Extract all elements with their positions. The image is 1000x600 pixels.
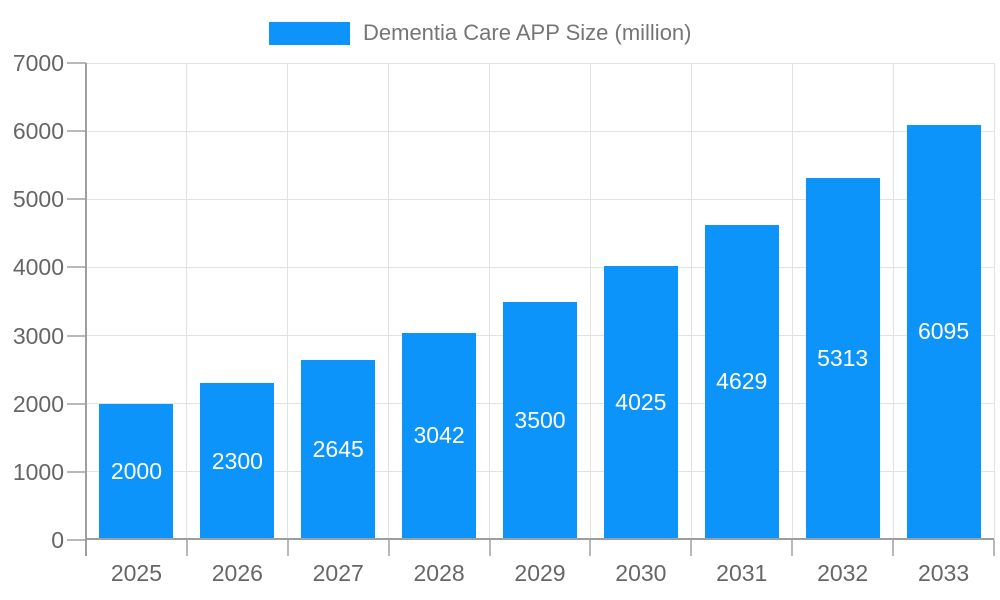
bar-value-label: 2300 <box>211 447 263 474</box>
x-axis-tick <box>791 540 794 556</box>
y-axis-label: 2000 <box>12 390 64 417</box>
gridline-vertical <box>186 63 188 540</box>
gridline-vertical <box>690 63 692 540</box>
bar-2030[interactable] <box>603 265 678 540</box>
gridline-horizontal <box>86 130 994 132</box>
bar-value-label: 6095 <box>917 318 970 345</box>
gridline-vertical <box>791 63 793 540</box>
x-axis-label: 2025 <box>110 560 163 586</box>
x-axis-tick <box>185 540 188 556</box>
bar-value-label: 4629 <box>716 368 768 395</box>
gridline-vertical <box>489 63 491 540</box>
y-axis-label: 3000 <box>12 322 64 349</box>
x-axis-tick <box>993 540 995 556</box>
x-axis-label: 2031 <box>716 560 768 586</box>
gridline-vertical <box>388 63 390 540</box>
y-axis-tick <box>67 198 86 201</box>
x-axis-tick <box>892 540 895 556</box>
bar-2032[interactable] <box>805 177 880 540</box>
x-axis-tick <box>387 540 390 556</box>
bar-2025[interactable] <box>99 403 174 540</box>
y-axis-label: 4000 <box>12 254 64 281</box>
y-axis-tick <box>67 539 86 541</box>
x-axis-label: 2027 <box>312 560 364 586</box>
legend-label: Dementia Care APP Size (million) <box>363 20 692 45</box>
y-axis-tick <box>67 402 86 405</box>
x-axis-label: 2033 <box>917 560 970 586</box>
bar-2027[interactable] <box>301 359 376 540</box>
x-axis-tick <box>488 540 491 556</box>
y-axis-line <box>85 63 87 556</box>
bar-2026[interactable] <box>200 383 275 540</box>
y-axis-tick <box>67 266 86 269</box>
gridline-vertical <box>287 63 289 540</box>
bar-2031[interactable] <box>704 224 779 540</box>
gridline-vertical <box>993 63 995 540</box>
y-axis-label: 0 <box>51 527 64 553</box>
gridline-horizontal <box>86 266 994 268</box>
y-axis-label: 5000 <box>12 186 64 213</box>
x-axis-label: 2030 <box>615 560 667 586</box>
legend-swatch <box>269 21 350 45</box>
bar-value-label: 2000 <box>110 457 163 484</box>
x-axis-tick <box>286 540 289 556</box>
x-axis-tick <box>690 540 693 556</box>
bar-value-label: 2645 <box>312 435 364 462</box>
y-axis-tick <box>67 62 86 64</box>
y-axis-tick <box>67 470 86 473</box>
bar-2028[interactable] <box>402 332 477 540</box>
y-axis-label: 1000 <box>12 458 64 485</box>
bar-2033[interactable] <box>906 124 981 540</box>
legend[interactable]: Dementia Care APP Size (million) <box>269 20 692 46</box>
x-axis-label: 2029 <box>514 560 566 586</box>
bar-value-label: 4025 <box>615 388 667 415</box>
y-axis-label: 6000 <box>12 118 64 145</box>
bar-value-label: 3500 <box>514 406 566 433</box>
x-axis-line <box>85 538 994 540</box>
gridline-vertical <box>892 63 894 540</box>
gridline-vertical <box>589 63 591 540</box>
gridline-horizontal <box>86 198 994 200</box>
bar-2029[interactable] <box>503 301 577 540</box>
bar-value-label: 5313 <box>817 344 869 371</box>
y-axis-tick <box>67 130 86 133</box>
bar-value-label: 3042 <box>413 422 465 449</box>
x-axis-label: 2026 <box>211 560 263 586</box>
x-axis-label: 2028 <box>413 560 465 586</box>
y-axis-tick <box>67 334 86 337</box>
x-axis-tick <box>589 540 592 556</box>
gridline-horizontal <box>86 62 994 64</box>
y-axis-label: 7000 <box>12 50 64 76</box>
x-axis-label: 2032 <box>817 560 869 586</box>
